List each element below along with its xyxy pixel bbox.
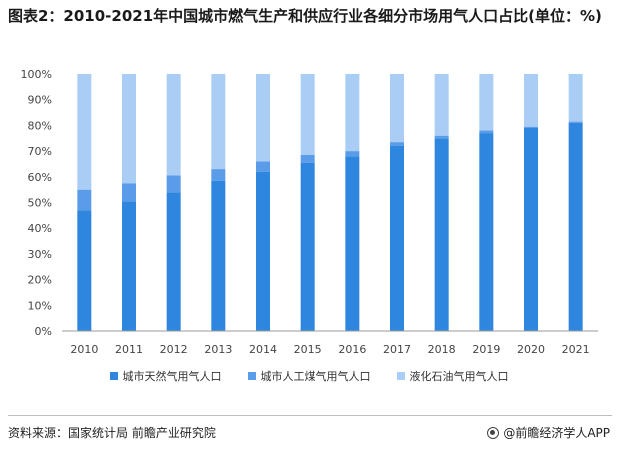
x-tick-label: 2016 (338, 343, 366, 356)
legend-label: 城市人工煤气用气人口 (260, 370, 371, 383)
x-tick-label: 2021 (562, 343, 590, 356)
bar-segment-2019-s0 (479, 133, 494, 331)
x-tick-label: 2017 (383, 343, 411, 356)
footer-divider (8, 415, 612, 416)
legend-label: 城市天然气用气人口 (122, 370, 222, 383)
legend: 城市天然气用气人口 城市人工煤气用气人口 液化石油气用气人口 (0, 368, 618, 384)
bar-segment-2018-s2 (434, 74, 449, 136)
bar-segment-2014-s0 (256, 171, 270, 331)
y-tick-label: 90% (28, 94, 52, 107)
y-tick-label: 100% (21, 68, 52, 81)
chart-title: 图表2：2010-2021年中国城市燃气生产和供应行业各细分市场用气人口占比(单… (8, 7, 602, 25)
y-tick-label: 10% (28, 299, 52, 312)
legend-label: 液化石油气用气人口 (409, 370, 509, 383)
x-tick-label: 2020 (517, 343, 545, 356)
bar-segment-2010-s0 (77, 210, 92, 331)
y-tick-label: 60% (28, 171, 52, 184)
legend-swatch (396, 372, 405, 380)
brand-text: @前瞻经济学人APP (503, 426, 610, 440)
bar-segment-2010-s2 (77, 74, 92, 190)
brand-credit: @前瞻经济学人APP (487, 424, 610, 441)
bar-segment-2014-s2 (256, 74, 270, 162)
bar-segment-2010-s1 (77, 189, 92, 211)
bar-segment-2011-s2 (122, 74, 136, 184)
x-tick-label: 2010 (70, 343, 98, 356)
bar-segment-2017-s2 (390, 74, 404, 143)
bar-segment-2016-s0 (345, 156, 360, 331)
y-tick-label: 50% (28, 197, 52, 210)
y-tick-label: 30% (28, 248, 52, 261)
bar-segment-2020-s1 (524, 126, 538, 128)
bar-segment-2012-s2 (166, 74, 181, 176)
y-tick-label: 0% (35, 325, 52, 338)
bar-segment-2013-s1 (211, 169, 226, 181)
x-tick-label: 2013 (204, 343, 232, 356)
bar-segment-2018-s0 (434, 138, 449, 331)
legend-swatch (247, 372, 256, 380)
bar-segment-2021-s1 (568, 121, 583, 123)
x-tick-label: 2012 (160, 343, 188, 356)
bar-segment-2011-s1 (122, 183, 136, 202)
bar-segment-2016-s2 (345, 74, 360, 152)
bar-segment-2017-s0 (390, 145, 404, 331)
bar-segment-2016-s1 (345, 151, 360, 157)
x-tick-label: 2018 (428, 343, 456, 356)
x-tick-label: 2011 (115, 343, 143, 356)
bar-segment-2015-s0 (300, 162, 315, 331)
legend-item-natural-gas: 城市天然气用气人口 (109, 368, 222, 384)
legend-swatch (109, 372, 118, 380)
bar-segment-2019-s1 (479, 130, 494, 134)
y-tick-label: 80% (28, 119, 52, 132)
bar-segment-2019-s2 (479, 74, 494, 131)
bar-segment-2011-s0 (122, 201, 136, 331)
brand-logo-icon (487, 426, 500, 439)
bar-segment-2013-s2 (211, 74, 226, 170)
bar-segment-2021-s0 (568, 122, 583, 331)
legend-item-lpg: 液化石油气用气人口 (396, 368, 509, 384)
legend-item-manufactured-gas: 城市人工煤气用气人口 (247, 368, 371, 384)
bar-segment-2020-s0 (524, 127, 538, 331)
bar-segment-2012-s1 (166, 175, 181, 193)
source-note: 资料来源：国家统计局 前瞻产业研究院 (8, 426, 216, 440)
x-tick-label: 2019 (472, 343, 500, 356)
bar-segment-2012-s0 (166, 192, 181, 331)
bar-segment-2021-s2 (568, 74, 583, 122)
stacked-bar-chart: 0% 10% 20% 30% 40% 50% 60% 70% 80% 90% 100% 2010 20… (21, 68, 598, 356)
bar-segment-2015-s2 (300, 74, 315, 155)
bar-segment-2014-s1 (256, 161, 270, 172)
bar-segment-2013-s0 (211, 180, 226, 331)
bar-segment-2020-s2 (524, 74, 538, 127)
bar-segment-2017-s1 (390, 142, 404, 146)
x-tick-label: 2014 (249, 343, 277, 356)
y-tick-label: 40% (28, 222, 52, 235)
x-tick-label: 2015 (294, 343, 322, 356)
bar-segment-2015-s1 (300, 154, 315, 163)
bar-segment-2018-s1 (434, 135, 449, 139)
y-tick-label: 20% (28, 274, 52, 287)
y-tick-label: 70% (28, 145, 52, 158)
